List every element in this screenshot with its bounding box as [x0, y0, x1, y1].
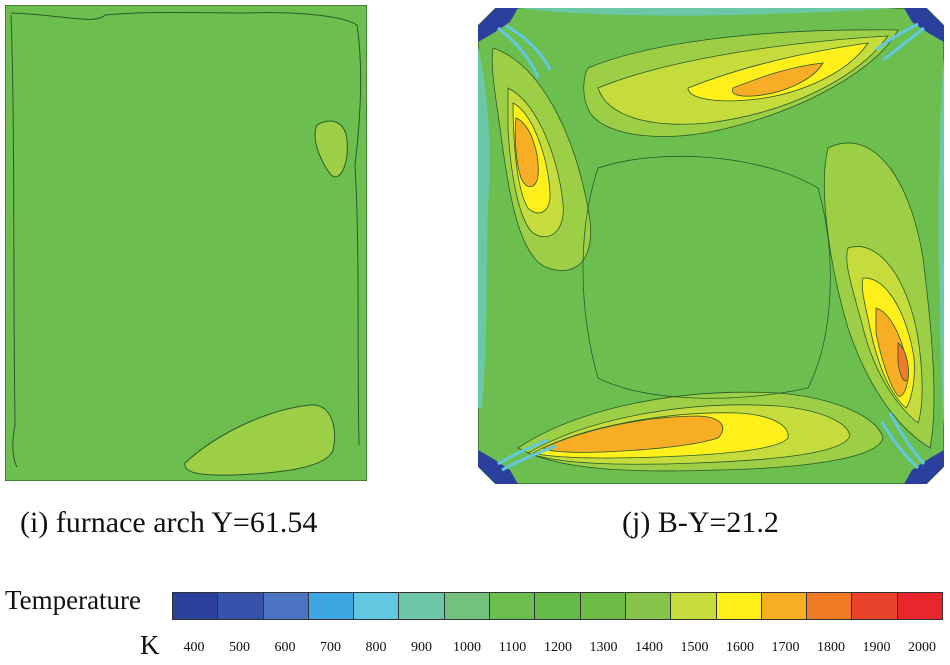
burner-top-left [478, 8, 518, 42]
flame-bottom-core [542, 415, 724, 453]
legend-tick-label: 1900 [862, 640, 891, 655]
flame-top-core [731, 62, 824, 97]
legend-tick-label: 1600 [726, 640, 754, 655]
legend-tick-label: 1200 [544, 640, 572, 655]
legend-tick-label: 800 [365, 640, 387, 655]
legend-tick-label: 500 [229, 640, 250, 655]
central-region-contour [582, 155, 831, 399]
legend-tick-label: 1400 [635, 640, 663, 655]
hot-zone-upper-right [314, 120, 348, 178]
legend-color-segment [852, 593, 898, 619]
legend-color-segment [444, 593, 491, 619]
burner-top-right [904, 8, 944, 42]
jet-bottom-left [497, 438, 557, 472]
hot-zone-bottom [184, 404, 336, 476]
cool-edge-left [478, 48, 490, 408]
flame-right-core [875, 307, 909, 397]
caption-panel-i: (i) furnace arch Y=61.54 [20, 506, 318, 539]
legend-color-segment [535, 593, 581, 619]
legend-color-segment [761, 593, 808, 619]
legend-tick-label: 1500 [680, 640, 709, 655]
flame-right-hot-spot [897, 342, 909, 382]
legend-color-segment [807, 593, 853, 619]
legend-title: Temperature [5, 585, 142, 615]
legend-tick-label: 1700 [771, 640, 800, 655]
cool-edge-top [518, 8, 898, 16]
burner-bottom-right [904, 450, 944, 484]
contour-plot-furnace-arch [5, 5, 367, 481]
jet-top-left [497, 24, 552, 79]
legend-color-segment [354, 593, 400, 619]
legend-color-segment [173, 593, 219, 619]
legend-color-segment [399, 593, 445, 619]
legend-color-segment [490, 593, 536, 619]
jet-top-right [875, 22, 925, 62]
legend-color-segment [580, 593, 626, 619]
contour-plot-burner-section [478, 8, 944, 484]
edge-contour-left [10, 14, 18, 468]
caption-panel-j: (j) B-Y=21.2 [622, 506, 779, 539]
legend-tick-label: 1100 [498, 640, 527, 655]
legend-tick-label: 2000 [908, 640, 936, 655]
flame-upper-left-core [514, 117, 539, 188]
legend-tick-label: 1800 [817, 640, 845, 655]
color-scale-bar [172, 592, 943, 620]
legend-color-segment [263, 593, 309, 619]
legend-color-segment [625, 593, 672, 619]
domain-background [5, 5, 367, 481]
legend-color-segment [716, 593, 762, 619]
legend-color-segment [671, 593, 717, 619]
legend-tick-label: 1300 [589, 640, 618, 655]
edge-contour-right [354, 24, 362, 446]
edge-contour-top [10, 12, 358, 26]
legend-tick-label: 900 [411, 640, 432, 655]
legend-tick-label: 1000 [453, 640, 481, 655]
legend-color-segment [308, 593, 355, 619]
legend-tick-label: 600 [274, 640, 296, 655]
legend-color-segment [897, 593, 943, 619]
burner-bottom-left [478, 450, 518, 484]
cool-edge-right [938, 58, 944, 428]
jet-bottom-right [880, 412, 926, 470]
legend-unit: K [140, 630, 160, 660]
legend-tick-label: 700 [320, 640, 341, 655]
legend-color-segment [218, 593, 264, 619]
legend-tick-label: 400 [183, 640, 205, 655]
